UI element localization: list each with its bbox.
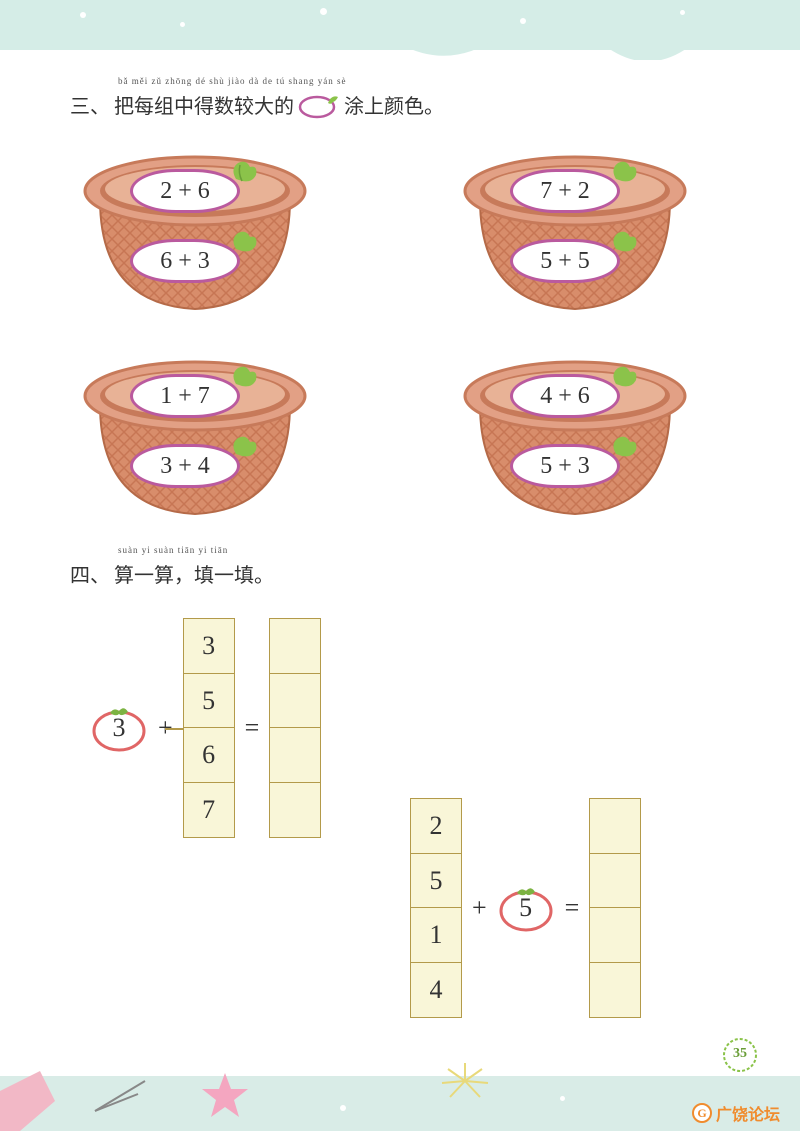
eggplant-bottom[interactable]: 5 + 3	[510, 442, 630, 490]
output-cell[interactable]	[589, 798, 641, 854]
star-icon	[200, 1071, 250, 1121]
eggplant-top[interactable]: 4 + 6	[510, 372, 630, 420]
leaf-icon	[608, 159, 642, 189]
input-cell: 2	[410, 798, 462, 854]
leaf-icon	[228, 229, 262, 259]
output-cell[interactable]	[269, 727, 321, 783]
output-column	[589, 798, 641, 1018]
plus-operator: +	[472, 893, 487, 923]
input-column: 2 5 1 4	[410, 798, 462, 1018]
expression: 1 + 7	[160, 383, 210, 410]
expression: 4 + 6	[540, 383, 590, 410]
expression: 7 + 2	[540, 178, 590, 205]
eggplant-top[interactable]: 2 + 6	[130, 167, 250, 215]
output-cell[interactable]	[269, 782, 321, 838]
section3-number: 三、	[70, 90, 110, 119]
fixed-value: 3	[113, 713, 126, 743]
eggplant-bottom[interactable]: 5 + 5	[510, 237, 630, 285]
basket: 4 + 6 5 + 3	[450, 354, 700, 519]
eggplant-icon	[298, 91, 340, 119]
section3-text-after: 涂上颜色。	[344, 90, 444, 119]
eggplant-top[interactable]: 1 + 7	[130, 372, 250, 420]
leaf-icon	[608, 229, 642, 259]
basket: 1 + 7 3 + 4	[70, 354, 320, 519]
section3-pinyin: bǎ měi zǔ zhōng dé shù jiào dà de tú sha…	[118, 76, 346, 86]
input-cell: 4	[410, 962, 462, 1018]
basket: 2 + 6 6 + 3	[70, 149, 320, 314]
tomato-number: 3	[90, 703, 148, 753]
baskets-grid: 2 + 6 6 + 3 7 + 2 5 + 5	[70, 149, 750, 519]
input-column: 3 5 6 7	[183, 618, 235, 838]
page-number: 35	[722, 1046, 758, 1062]
basket: 7 + 2 5 + 5	[450, 149, 700, 314]
corner-shape-icon	[0, 1071, 70, 1131]
tomato-number: 5	[497, 883, 555, 933]
equals-operator: =	[245, 713, 260, 743]
burst-icon	[440, 1061, 490, 1101]
top-wave-icon	[0, 30, 800, 60]
output-cell[interactable]	[589, 907, 641, 963]
expression: 6 + 3	[160, 248, 210, 275]
calc-group-2: 2 5 1 4 + 5 =	[410, 798, 641, 1018]
eggplant-top[interactable]: 7 + 2	[510, 167, 630, 215]
input-cell: 5	[410, 853, 462, 909]
calc-group-1: 3 + 3 5 6 7 =	[90, 618, 321, 838]
input-cell: 1	[410, 907, 462, 963]
output-cell[interactable]	[589, 962, 641, 1018]
calc-area: 3 + 3 5 6 7 =	[70, 608, 750, 1038]
section4-title: suàn yi suàn tiān yi tiān 四、 算一算，填一填。	[70, 559, 750, 588]
leaf-icon	[608, 434, 642, 464]
section4-number: 四、	[70, 559, 110, 588]
output-cell[interactable]	[269, 673, 321, 729]
section4-text: 算一算，填一填。	[114, 559, 274, 588]
output-cell[interactable]	[269, 618, 321, 674]
section4: suàn yi suàn tiān yi tiān 四、 算一算，填一填。 3 …	[70, 559, 750, 1038]
equals-operator: =	[565, 893, 580, 923]
input-cell: 5	[183, 673, 235, 729]
leaf-icon	[228, 434, 262, 464]
leaf-icon	[228, 159, 262, 189]
expression: 5 + 3	[540, 453, 590, 480]
expression: 5 + 5	[540, 248, 590, 275]
input-cell: 7	[183, 782, 235, 838]
output-column	[269, 618, 321, 838]
input-cell: 3	[183, 618, 235, 674]
fixed-value: 5	[519, 893, 532, 923]
section3-text-before: 把每组中得数较大的	[114, 90, 294, 119]
page-number-badge: 35	[722, 1037, 758, 1073]
leaf-icon	[228, 364, 262, 394]
leaf-icon	[608, 364, 642, 394]
stick-icon	[90, 1076, 150, 1116]
expression: 3 + 4	[160, 453, 210, 480]
input-cell: 6	[183, 727, 235, 783]
expression: 2 + 6	[160, 178, 210, 205]
page-content: bǎ měi zǔ zhōng dé shù jiào dà de tú sha…	[70, 90, 750, 1038]
eggplant-bottom[interactable]: 3 + 4	[130, 442, 250, 490]
watermark-icon: G	[692, 1103, 712, 1123]
watermark: G 广饶论坛	[692, 1101, 780, 1125]
watermark-text: 广饶论坛	[716, 1101, 780, 1125]
eggplant-bottom[interactable]: 6 + 3	[130, 237, 250, 285]
section3-title: bǎ měi zǔ zhōng dé shù jiào dà de tú sha…	[70, 90, 750, 119]
output-cell[interactable]	[589, 853, 641, 909]
section4-pinyin: suàn yi suàn tiān yi tiān	[118, 545, 228, 555]
